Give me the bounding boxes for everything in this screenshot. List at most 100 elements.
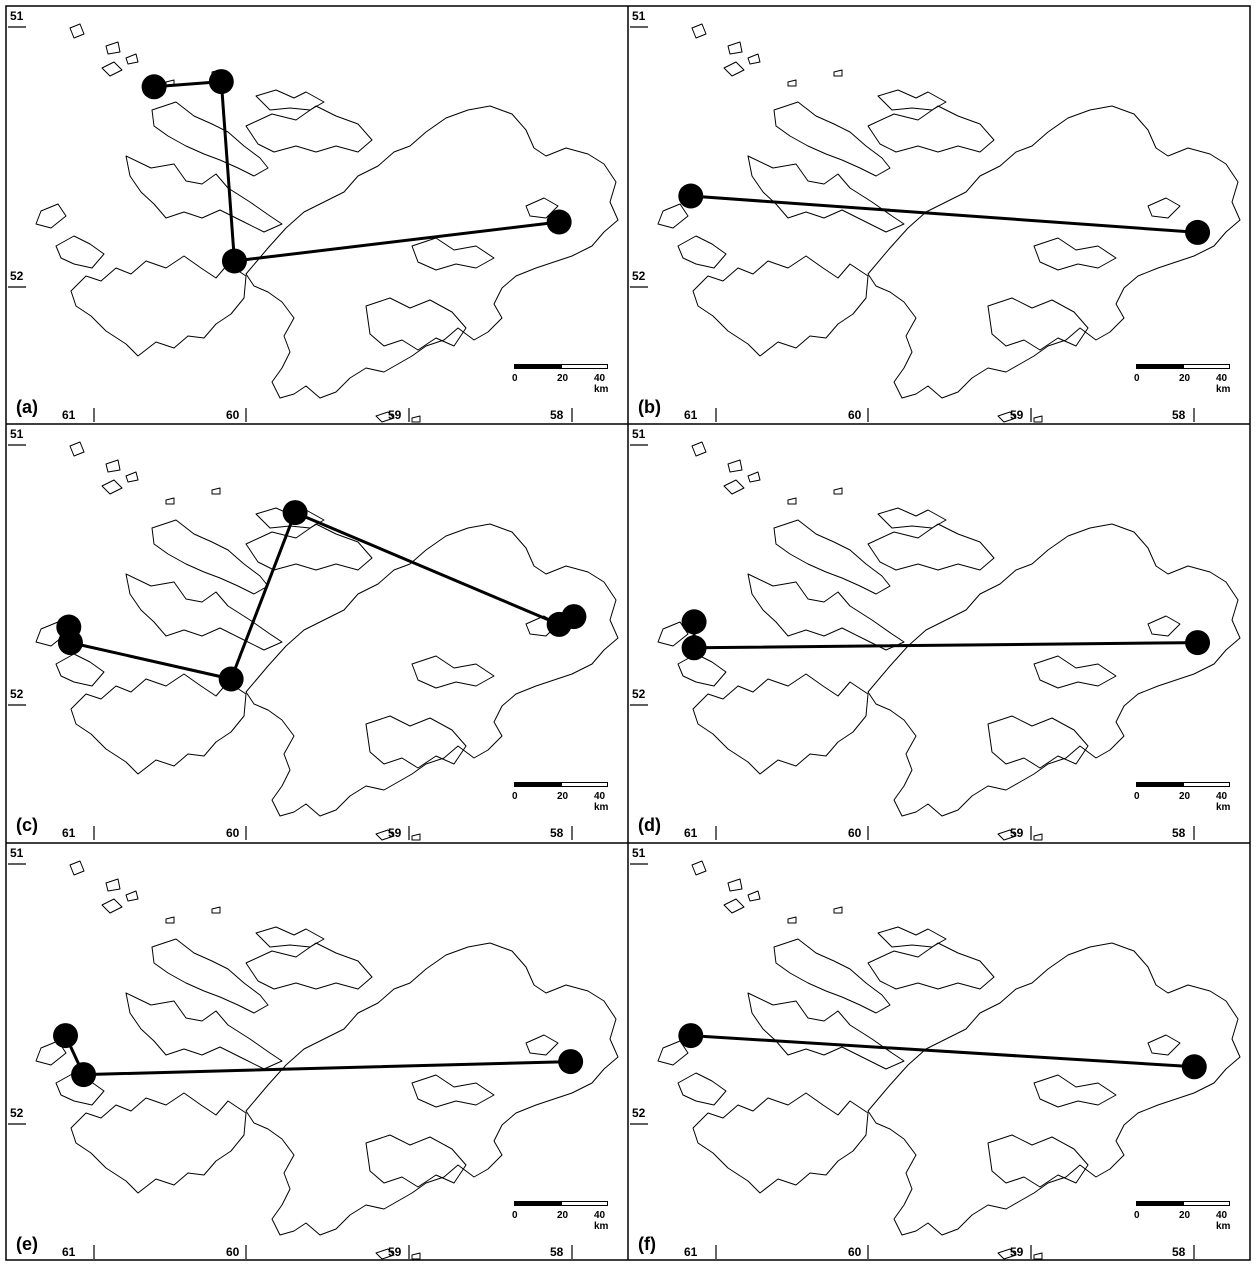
- route-stop-2: [57, 630, 83, 656]
- scale-bar: 0 20 40 km: [512, 1201, 610, 1232]
- panel-label: (a): [16, 397, 38, 417]
- coastline-path: [69, 441, 85, 457]
- coastline-path: [987, 1134, 1089, 1188]
- map-canvas: [8, 23, 619, 423]
- scale-tick-label: 20: [1179, 1210, 1191, 1221]
- scale-bar: 0 20 40 km: [1134, 1201, 1232, 1232]
- route-stop-1: [681, 609, 707, 635]
- lat-label: 52: [632, 687, 646, 701]
- coastline-path: [1033, 1074, 1117, 1108]
- coastline-path: [70, 1092, 247, 1194]
- map-canvas: [8, 441, 619, 841]
- coastline-path: [692, 255, 869, 357]
- coastline-path: [105, 459, 121, 473]
- lon-label: 59: [388, 408, 402, 422]
- panel-label: (f): [638, 1234, 656, 1254]
- route-stop-3: [221, 248, 247, 274]
- coastline-path: [987, 297, 1089, 351]
- coastline-path: [691, 441, 707, 457]
- map-panel-d: 51 52 61 60 59 58 (d) 0 20 40 km: [628, 424, 1250, 842]
- coastline-path: [365, 715, 467, 769]
- scale-tick-label: 40 km: [1216, 1210, 1231, 1232]
- route-stop-6: [561, 604, 587, 630]
- coastline-path: [727, 459, 743, 473]
- route-stop-2: [1181, 1054, 1207, 1080]
- route-stop-1: [678, 1023, 704, 1049]
- coastline-path: [165, 916, 175, 924]
- coastline-path: [125, 992, 283, 1070]
- map-canvas: [8, 860, 619, 1260]
- route-stop-2: [681, 635, 707, 661]
- coastline-path: [867, 523, 995, 571]
- coastline-path: [833, 69, 843, 77]
- map-panel-f: 51 52 61 60 59 58 (f) 0 20 40 km: [628, 843, 1250, 1261]
- scale-segment-white: [561, 782, 608, 787]
- scale-segment-white: [1183, 1201, 1230, 1206]
- coastline-path: [101, 898, 123, 914]
- lon-label: 60: [848, 1245, 862, 1259]
- scale-tick-label: 0: [512, 791, 518, 802]
- coastline-path: [1033, 655, 1117, 689]
- coastline-path: [70, 673, 247, 775]
- lon-label: 58: [550, 826, 564, 840]
- lon-label: 58: [550, 408, 564, 422]
- coastline-path: [747, 471, 761, 483]
- coastline-path: [1147, 197, 1181, 219]
- coastline-path: [677, 235, 727, 269]
- lon-label: 59: [1010, 1245, 1024, 1259]
- scale-segment-black: [514, 782, 562, 787]
- lon-label: 60: [848, 408, 862, 422]
- route-stop-2: [71, 1062, 97, 1088]
- coastline: [35, 23, 619, 423]
- coastline-path: [833, 487, 843, 495]
- coastline-path: [101, 61, 123, 77]
- scale-segment-black: [1136, 782, 1184, 787]
- coastline-path: [411, 833, 421, 841]
- scale-bar: 0 20 40 km: [1134, 364, 1232, 395]
- route-stop-3: [1185, 630, 1211, 656]
- route-line: [67, 511, 575, 681]
- scale-bar: 0 20 40 km: [512, 364, 610, 395]
- coastline-path: [723, 898, 745, 914]
- coastline-path: [747, 573, 905, 651]
- scale-segment-black: [514, 1201, 562, 1206]
- coastline: [657, 441, 1241, 841]
- route-stop-1: [678, 183, 704, 209]
- coastline-path: [245, 942, 619, 1236]
- route-stop-4: [546, 209, 572, 235]
- map-panel-a: 51 52 61 60 59 58 (a) 0 20 40 km: [6, 6, 628, 424]
- coastline-path: [125, 155, 283, 233]
- coastline-path: [747, 53, 761, 65]
- coastline-path: [525, 1034, 559, 1056]
- scale-tick-label: 40 km: [1216, 373, 1231, 395]
- lon-label: 58: [1172, 408, 1186, 422]
- coastline: [657, 860, 1241, 1260]
- coastline-path: [125, 471, 139, 483]
- coastline-path: [101, 479, 123, 495]
- scale-tick-label: 0: [1134, 791, 1140, 802]
- lat-label: 51: [632, 9, 646, 23]
- scale-tick-label: 20: [557, 1210, 569, 1221]
- scale-tick-label: 40 km: [594, 791, 609, 813]
- coastline-path: [723, 61, 745, 77]
- coastline-path: [747, 155, 905, 233]
- lon-label: 60: [226, 1245, 240, 1259]
- coastline-path: [677, 653, 727, 687]
- coastline-path: [69, 860, 85, 876]
- scale-segment-white: [561, 1201, 608, 1206]
- scale-tick-label: 0: [512, 1210, 518, 1221]
- coastline-path: [1033, 833, 1043, 841]
- coastline-path: [867, 942, 995, 990]
- coastline-path: [727, 878, 743, 892]
- coastline-path: [55, 653, 105, 687]
- coastline-path: [1033, 237, 1117, 271]
- lat-label: 52: [10, 269, 24, 283]
- lon-label: 58: [1172, 826, 1186, 840]
- scale-segment-white: [1183, 782, 1230, 787]
- lat-label: 52: [632, 1106, 646, 1120]
- coastline-path: [867, 523, 1241, 817]
- coastline: [35, 441, 619, 841]
- coastline-path: [411, 237, 495, 271]
- map-canvas: [630, 441, 1241, 841]
